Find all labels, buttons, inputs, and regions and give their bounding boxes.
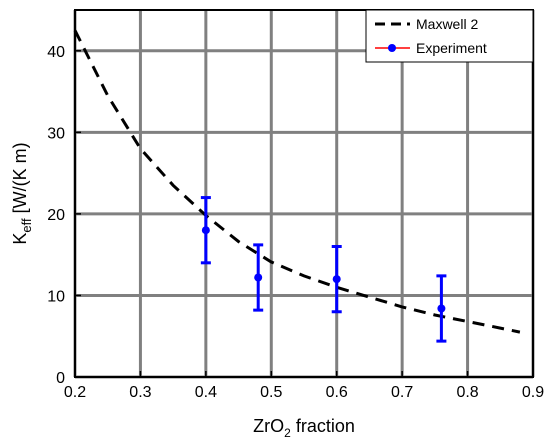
x-tick-label-5: 0.7 [391, 384, 413, 401]
x-axis-label-subscript: 2 [284, 426, 291, 440]
series-layer [73, 29, 521, 343]
y-axis-label: Keff [W/(K m) [10, 142, 34, 244]
y-tick-label-3: 30 [47, 125, 65, 142]
y-axis-label-main: K [10, 233, 30, 245]
y-tick-label-1: 10 [47, 288, 65, 305]
x-tick-label-4: 0.6 [326, 384, 348, 401]
x-tick-label-6: 0.8 [456, 384, 478, 401]
legend-label-experiment: Experiment [416, 40, 487, 56]
x-tick-label-2: 0.4 [195, 384, 217, 401]
legend: Maxwell 2 Experiment [365, 9, 534, 63]
experiment-point-3 [437, 304, 446, 313]
x-tick-label-1: 0.3 [129, 384, 151, 401]
experiment-point-1 [254, 273, 263, 282]
y-axis-label-rest: [W/(K m) [10, 142, 30, 218]
y-tick-label-2: 20 [47, 207, 65, 224]
legend-box [365, 9, 534, 63]
plot-frame [74, 9, 534, 378]
x-tick-label-7: 0.9 [522, 384, 544, 401]
axis-ticks: 0.2 0.3 0.4 0.5 0.6 0.7 0.8 0.9 0 10 20 30 40 [47, 44, 544, 401]
x-axis-label: ZrO2 fraction [253, 416, 355, 440]
x-axis-label-main: ZrO [253, 416, 284, 436]
series-maxwell-2-line [73, 29, 521, 334]
legend-marker-experiment [388, 44, 396, 52]
x-tick-label-0: 0.2 [64, 384, 86, 401]
x-tick-label-3: 0.5 [260, 384, 282, 401]
legend-label-maxwell: Maxwell 2 [416, 16, 478, 32]
experiment-point-0 [201, 226, 210, 235]
y-axis-label-subscript: eff [19, 218, 34, 233]
y-tick-label-0: 0 [56, 370, 65, 387]
x-axis-label-rest: fraction [291, 416, 355, 436]
experiment-point-2 [332, 275, 341, 284]
y-tick-label-4: 40 [47, 44, 65, 61]
